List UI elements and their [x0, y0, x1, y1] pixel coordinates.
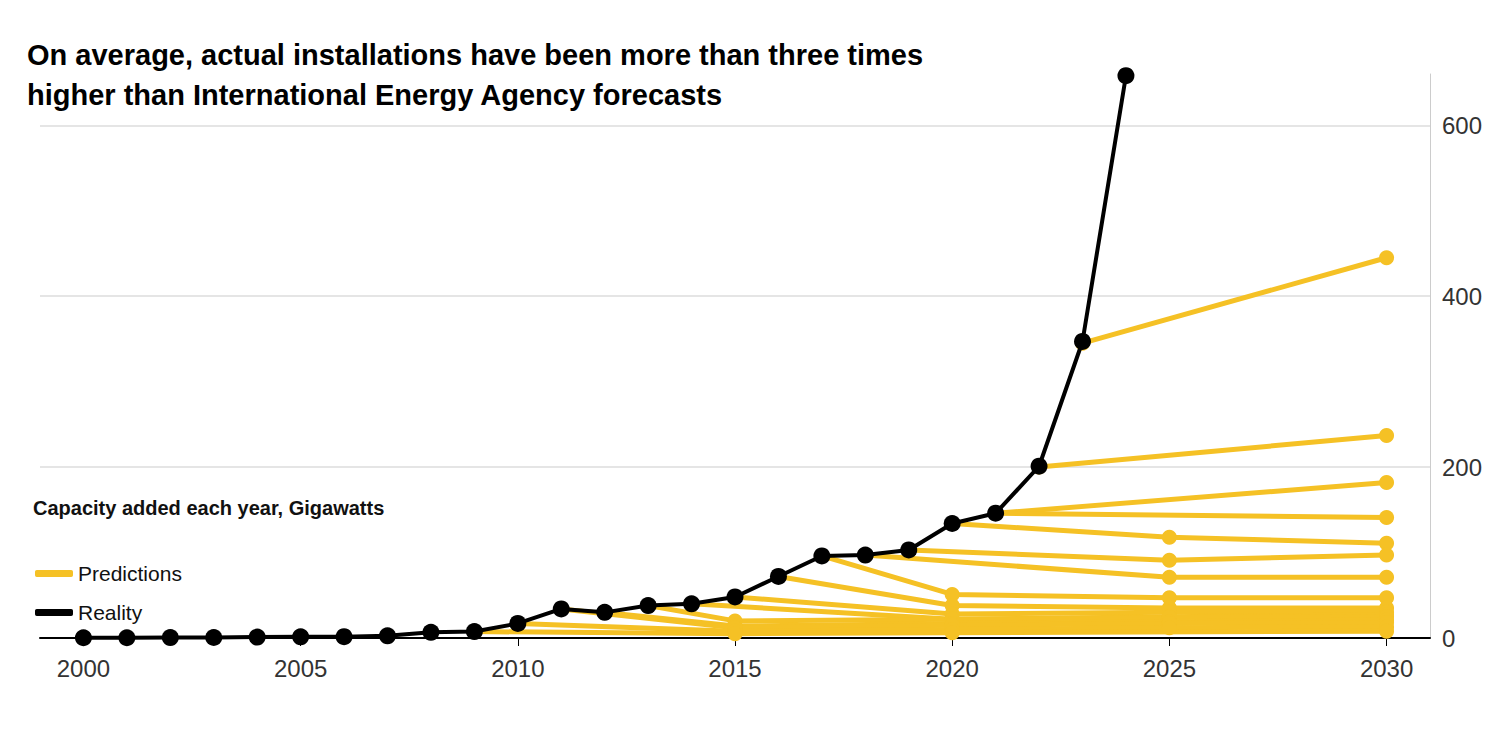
svg-text:Reality: Reality — [78, 601, 143, 624]
svg-text:Predictions: Predictions — [78, 562, 182, 585]
svg-text:2015: 2015 — [708, 655, 761, 682]
svg-text:400: 400 — [1442, 283, 1482, 310]
svg-text:2005: 2005 — [274, 655, 327, 682]
svg-text:600: 600 — [1442, 112, 1482, 139]
svg-text:2000: 2000 — [57, 655, 110, 682]
svg-text:2025: 2025 — [1143, 655, 1196, 682]
svg-text:Capacity added each year, Giga: Capacity added each year, Gigawatts — [33, 497, 384, 519]
svg-text:2010: 2010 — [491, 655, 544, 682]
svg-text:higher than International Ener: higher than International Energy Agency … — [27, 79, 722, 111]
svg-text:2030: 2030 — [1360, 655, 1413, 682]
svg-text:On average, actual installatio: On average, actual installations have be… — [27, 39, 931, 71]
svg-text:200: 200 — [1442, 454, 1482, 481]
svg-text:0: 0 — [1442, 625, 1455, 652]
svg-text:2020: 2020 — [925, 655, 978, 682]
